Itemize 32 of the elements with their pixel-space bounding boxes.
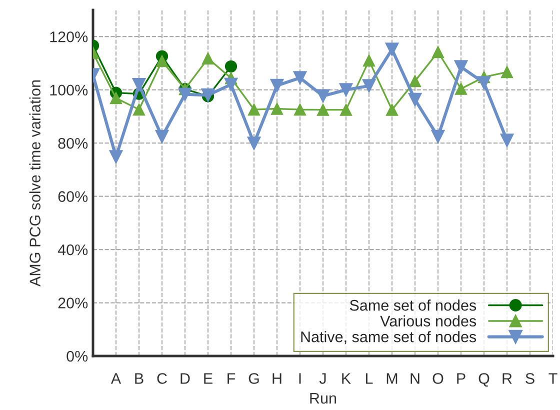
x-tick-label: Q (478, 373, 490, 387)
y-tick-label: 60% (58, 191, 88, 202)
x-tick-label: G (248, 373, 259, 384)
legend-label: Various nodes (380, 315, 476, 327)
x-tick-label: J (319, 373, 326, 384)
x-tick-label: O (432, 373, 444, 384)
x-tick-label: A (110, 373, 122, 384)
x-tick-label: B (135, 373, 144, 384)
x-tick-label: N (410, 373, 420, 384)
x-tick-label: L (366, 373, 373, 384)
x-tick-label: M (386, 373, 398, 384)
x-tick-label: C (157, 373, 167, 384)
x-tick-label: E (204, 373, 212, 384)
x-axis-title: Run (310, 393, 336, 404)
x-tick-label: T (548, 373, 558, 384)
y-tick-label: 120% (50, 31, 88, 42)
y-tick-label: 40% (58, 244, 88, 256)
x-tick-label: K (342, 373, 351, 384)
x-tick-label: R (502, 373, 512, 384)
legend-label: Native, same set of nodes (301, 331, 476, 344)
y-tick-label: 20% (58, 298, 88, 308)
legend-label: Same set of nodes (350, 300, 476, 311)
x-tick-label: S (526, 373, 534, 384)
y-tick-label: 0% (66, 350, 88, 362)
x-tick-label: P (457, 373, 466, 384)
x-tick-label: D (180, 373, 190, 384)
x-tick-label: H (272, 373, 282, 384)
y-tick-label: 80% (58, 138, 88, 149)
x-tick-label: I (299, 373, 301, 384)
y-tick-label: 100% (50, 84, 88, 96)
y-axis-title: AMG PCG solve time variation (29, 80, 40, 287)
x-tick-label: F (228, 373, 236, 384)
